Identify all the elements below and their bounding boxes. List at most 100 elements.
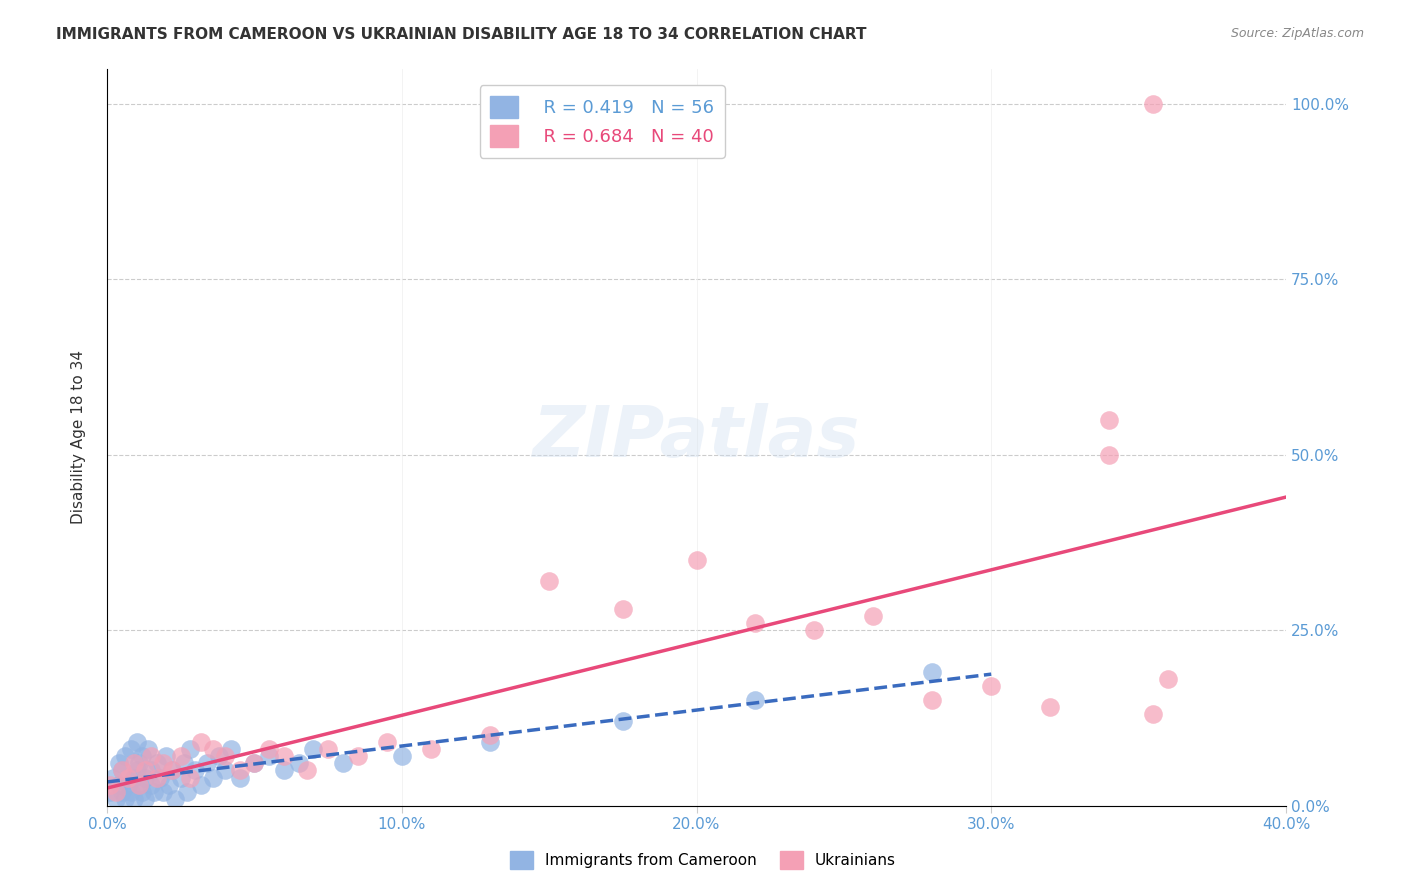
Point	[346, 749, 368, 764]
Point	[120, 742, 142, 756]
Point	[173, 756, 195, 771]
Point	[202, 742, 225, 756]
Point	[111, 784, 134, 798]
Point	[1142, 96, 1164, 111]
Point	[134, 771, 156, 785]
Point	[921, 693, 943, 707]
Point	[146, 771, 169, 785]
Legend:   R = 0.419   N = 56,   R = 0.684   N = 40: R = 0.419 N = 56, R = 0.684 N = 40	[479, 85, 725, 158]
Point	[420, 742, 443, 756]
Point	[803, 623, 825, 637]
Point	[219, 742, 242, 756]
Point	[134, 764, 156, 778]
Point	[612, 602, 634, 616]
Point	[744, 693, 766, 707]
Point	[98, 778, 121, 792]
Point	[143, 784, 166, 798]
Point	[202, 771, 225, 785]
Y-axis label: Disability Age 18 to 34: Disability Age 18 to 34	[72, 350, 86, 524]
Point	[141, 764, 163, 778]
Point	[160, 764, 183, 778]
Point	[155, 749, 177, 764]
Point	[170, 749, 193, 764]
Point	[184, 764, 207, 778]
Point	[243, 756, 266, 771]
Text: IMMIGRANTS FROM CAMEROON VS UKRAINIAN DISABILITY AGE 18 TO 34 CORRELATION CHART: IMMIGRANTS FROM CAMEROON VS UKRAINIAN DI…	[56, 27, 866, 42]
Point	[104, 784, 127, 798]
Point	[228, 771, 250, 785]
Point	[128, 756, 150, 771]
Point	[862, 609, 884, 624]
Point	[131, 784, 153, 798]
Text: ZIPatlas: ZIPatlas	[533, 402, 860, 472]
Point	[538, 574, 561, 588]
Point	[391, 749, 413, 764]
Point	[1098, 412, 1121, 426]
Point	[128, 778, 150, 792]
Point	[128, 778, 150, 792]
Point	[101, 771, 124, 785]
Point	[117, 778, 139, 792]
Point	[190, 735, 212, 749]
Point	[122, 771, 145, 785]
Point	[122, 756, 145, 771]
Point	[179, 742, 201, 756]
Point	[214, 749, 236, 764]
Point	[257, 749, 280, 764]
Point	[122, 791, 145, 805]
Point	[160, 764, 183, 778]
Point	[1157, 672, 1180, 686]
Point	[208, 749, 231, 764]
Point	[152, 784, 174, 798]
Point	[479, 735, 502, 749]
Point	[287, 756, 309, 771]
Point	[980, 679, 1002, 693]
Point	[685, 553, 707, 567]
Point	[146, 756, 169, 771]
Point	[138, 742, 160, 756]
Point	[134, 791, 156, 805]
Point	[117, 771, 139, 785]
Point	[375, 735, 398, 749]
Point	[744, 616, 766, 631]
Point	[152, 756, 174, 771]
Point	[176, 784, 198, 798]
Point	[273, 749, 295, 764]
Point	[1142, 707, 1164, 722]
Point	[257, 742, 280, 756]
Point	[1098, 448, 1121, 462]
Point	[612, 714, 634, 729]
Point	[195, 756, 218, 771]
Point	[332, 756, 354, 771]
Point	[921, 665, 943, 680]
Point	[302, 742, 325, 756]
Point	[190, 778, 212, 792]
Point	[149, 771, 172, 785]
Point	[108, 756, 131, 771]
Point	[141, 749, 163, 764]
Point	[170, 771, 193, 785]
Point	[1039, 700, 1062, 714]
Point	[111, 764, 134, 778]
Point	[141, 778, 163, 792]
Point	[228, 764, 250, 778]
Point	[297, 764, 319, 778]
Point	[104, 791, 127, 805]
Point	[125, 735, 148, 749]
Text: Source: ZipAtlas.com: Source: ZipAtlas.com	[1230, 27, 1364, 40]
Point	[163, 791, 186, 805]
Point	[98, 784, 121, 798]
Point	[114, 791, 136, 805]
Legend: Immigrants from Cameroon, Ukrainians: Immigrants from Cameroon, Ukrainians	[503, 845, 903, 875]
Point	[214, 764, 236, 778]
Point	[131, 749, 153, 764]
Point	[316, 742, 339, 756]
Point	[125, 764, 148, 778]
Point	[111, 764, 134, 778]
Point	[114, 749, 136, 764]
Point	[120, 784, 142, 798]
Point	[108, 778, 131, 792]
Point	[243, 756, 266, 771]
Point	[479, 728, 502, 742]
Point	[179, 771, 201, 785]
